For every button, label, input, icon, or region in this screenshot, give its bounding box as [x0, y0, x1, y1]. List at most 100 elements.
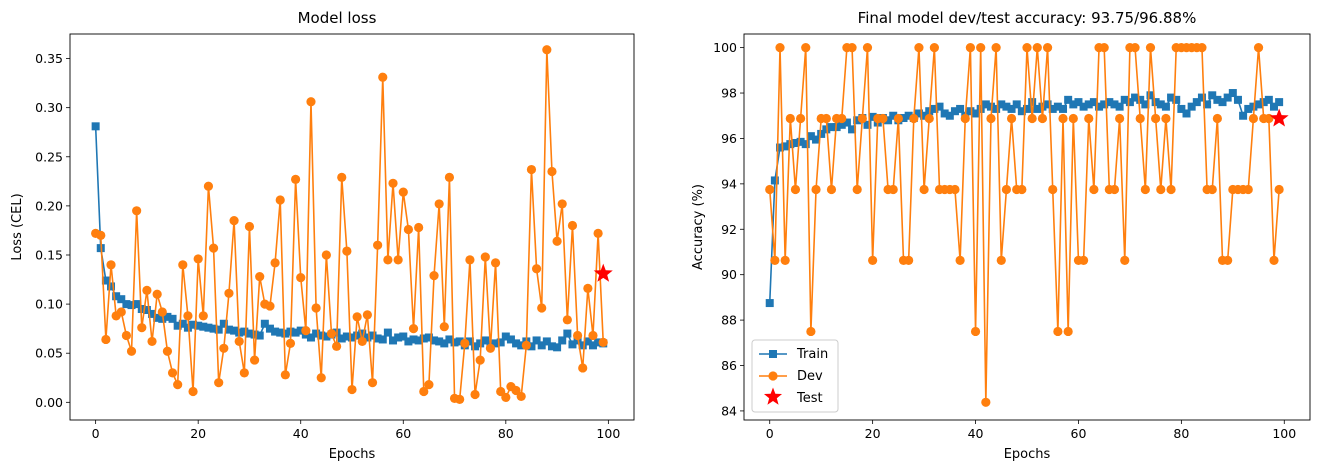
accuracy-x-axis-label: Epochs — [1004, 447, 1051, 462]
loss-series-1-point — [542, 45, 552, 55]
accuracy-series-train-point — [940, 109, 949, 118]
accuracy-x-tick-label: 0 — [766, 426, 774, 441]
loss-x-tick-label: 40 — [293, 426, 309, 441]
accuracy-series-train-point — [966, 107, 975, 116]
loss-series-0-point — [296, 326, 305, 335]
accuracy-series-dev-point — [929, 43, 939, 53]
accuracy-x-tick-label: 40 — [968, 426, 984, 441]
loss-series-1-point — [352, 312, 362, 322]
accuracy-series-dev-point — [970, 326, 981, 337]
loss-series-1-point — [439, 322, 449, 332]
accuracy-y-axis-label: Accuracy (%) — [691, 184, 706, 270]
loss-series-1-point — [362, 310, 372, 320]
loss-series-1-point — [121, 330, 131, 341]
accuracy-series-train-point — [1223, 93, 1232, 102]
loss-series-0-point — [496, 338, 505, 347]
loss-series-1-point — [562, 315, 572, 325]
accuracy-series-train-point — [1269, 102, 1278, 111]
loss-series-0-point — [163, 312, 172, 321]
accuracy-series-dev-point — [1001, 184, 1012, 195]
loss-series-1-point — [521, 340, 531, 350]
loss-series-0-point — [322, 332, 331, 341]
accuracy-series-dev-point — [1053, 326, 1063, 337]
loss-series-0-point — [542, 337, 551, 346]
loss-series-0-point — [168, 314, 177, 323]
accuracy-series-dev-point — [893, 113, 903, 124]
accuracy-series-dev-point — [1135, 113, 1145, 124]
accuracy-series-train-point — [1264, 95, 1273, 104]
loss-x-tick-label: 20 — [190, 426, 206, 441]
legend-item-test: Test — [763, 387, 823, 406]
accuracy-series-train-point — [899, 114, 908, 123]
loss-series-0-point — [112, 292, 121, 301]
accuracy-series-train-point — [1059, 104, 1068, 113]
loss-series-1-point — [465, 255, 475, 265]
accuracy-y-tick-label: 88 — [721, 313, 737, 328]
accuracy-series-train-point — [1074, 98, 1083, 107]
accuracy-series-train-point — [1208, 91, 1217, 100]
accuracy-y-tick-label: 92 — [721, 222, 737, 237]
loss-series-1-point — [280, 370, 290, 380]
accuracy-series-train-point — [1146, 91, 1155, 100]
loss-series-1-point — [296, 272, 306, 283]
accuracy-series-train-point — [1259, 98, 1268, 107]
loss-series-0-point — [424, 333, 433, 342]
loss-series-1-point — [393, 255, 403, 265]
loss-series-0-point — [317, 331, 326, 340]
accuracy-series-dev-point — [914, 43, 924, 53]
loss-series-1-point — [106, 260, 116, 270]
loss-series-1-point — [157, 307, 167, 317]
accuracy-series-train-point — [1120, 95, 1129, 104]
loss-series-0-point — [440, 339, 449, 348]
accuracy-series-dev-point — [955, 255, 965, 265]
loss-series-0-point — [271, 327, 280, 336]
accuracy-series-dev-point — [924, 113, 934, 124]
loss-series-0-point — [378, 335, 387, 344]
loss-series-0-point — [255, 331, 264, 340]
accuracy-series-train-point — [1012, 100, 1021, 109]
loss-series-1-point — [275, 195, 285, 205]
accuracy-series-train-point — [842, 118, 851, 127]
accuracy-series-dev-point — [765, 184, 775, 195]
accuracy-series-train-point — [1038, 102, 1047, 111]
accuracy-y-tick-label: 90 — [721, 267, 737, 282]
accuracy-series-dev-point — [1042, 43, 1053, 53]
accuracy-series-dev-point — [1151, 113, 1161, 124]
accuracy-series-train-point — [806, 132, 815, 141]
loss-series-0-point — [383, 328, 392, 337]
loss-series-0-point — [363, 333, 372, 342]
loss-series-1-point — [470, 389, 480, 400]
accuracy-series-train-point — [837, 120, 846, 129]
accuracy-series-train-point — [889, 111, 898, 120]
accuracy-series-dev-point — [1140, 184, 1150, 195]
loss-series-1-point — [244, 221, 255, 232]
accuracy-series-dev-point — [862, 43, 873, 53]
loss-series-1-point — [321, 250, 331, 260]
accuracy-series-dev-point — [806, 326, 816, 337]
accuracy-series-train-point — [1228, 89, 1237, 98]
loss-series-0-point — [563, 329, 572, 338]
loss-series-1-point — [537, 303, 547, 313]
loss-series-0-point — [101, 276, 110, 285]
accuracy-series-dev-point — [1022, 43, 1032, 53]
loss-series-0-point — [512, 339, 521, 348]
loss-y-tick-label: 0.20 — [35, 198, 63, 213]
loss-series-1-point — [285, 338, 296, 348]
accuracy-y-tick-label: 98 — [721, 86, 737, 101]
accuracy-series-train-point — [796, 137, 805, 146]
loss-series-1-point — [408, 324, 419, 334]
accuracy-series-dev-point — [1006, 113, 1017, 124]
loss-series-1-point — [208, 243, 219, 253]
accuracy-series-dev-point — [991, 43, 1001, 53]
loss-series-1-point — [480, 252, 490, 262]
loss-series-0-point — [158, 314, 167, 323]
loss-chart: Model loss 0 20 40 60 80 1000.000.050.100.150… — [10, 9, 635, 462]
loss-series-0-point — [107, 282, 116, 291]
accuracy-series-dev-point — [1166, 184, 1176, 195]
accuracy-series-train-point — [976, 104, 985, 113]
accuracy-x-tick-label: 60 — [1071, 426, 1087, 441]
accuracy-series-dev-point — [1197, 43, 1207, 53]
loss-series-1-point — [142, 285, 152, 295]
accuracy-series-train-point — [868, 112, 877, 121]
loss-series-0-point — [348, 333, 356, 342]
